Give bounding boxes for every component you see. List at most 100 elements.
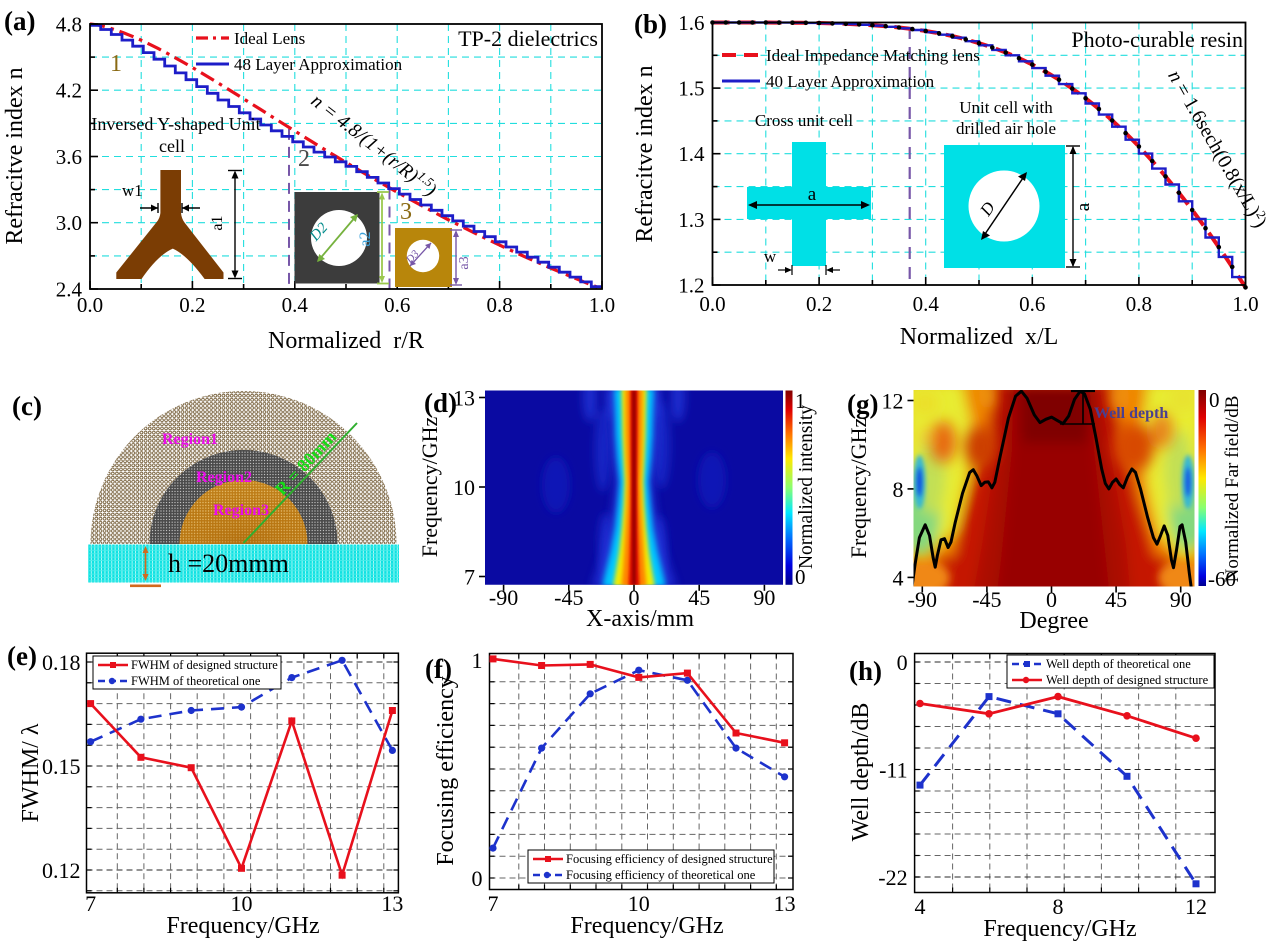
svg-text:10: 10 bbox=[453, 475, 475, 500]
svg-text:Normalized intensity: Normalized intensity bbox=[796, 405, 817, 569]
svg-text:-22: -22 bbox=[878, 865, 907, 890]
svg-text:Region1: Region1 bbox=[162, 431, 218, 448]
svg-text:0: 0 bbox=[1046, 587, 1057, 612]
svg-text:h =20mmm: h =20mmm bbox=[168, 549, 289, 578]
svg-text:0: 0 bbox=[472, 866, 483, 891]
svg-text:0.6: 0.6 bbox=[384, 293, 410, 317]
svg-text:(a): (a) bbox=[4, 6, 35, 36]
svg-text:Frequency/GHz: Frequency/GHz bbox=[983, 916, 1136, 942]
svg-text:10: 10 bbox=[231, 891, 253, 916]
svg-text:-90: -90 bbox=[489, 585, 518, 610]
svg-text:1: 1 bbox=[795, 389, 806, 413]
svg-text:(b): (b) bbox=[634, 9, 667, 39]
svg-text:45: 45 bbox=[1105, 587, 1127, 612]
svg-text:8: 8 bbox=[893, 477, 904, 502]
svg-text:8: 8 bbox=[1053, 894, 1064, 919]
svg-text:Region3: Region3 bbox=[213, 502, 269, 519]
svg-text:Well depth of designed structu: Well depth of designed structure bbox=[1046, 673, 1209, 687]
svg-text:TP-2 dielectrics: TP-2 dielectrics bbox=[458, 26, 598, 51]
svg-text:Frequency/GHz: Frequency/GHz bbox=[570, 913, 723, 939]
svg-text:Degree: Degree bbox=[1019, 608, 1088, 634]
svg-text:Cross unit cell: Cross unit cell bbox=[755, 111, 853, 130]
svg-text:(h): (h) bbox=[849, 656, 882, 686]
svg-text:w1: w1 bbox=[122, 181, 143, 200]
svg-text:drilled air hole: drilled air hole bbox=[956, 119, 1056, 138]
svg-text:Photo-curable resin: Photo-curable resin bbox=[1071, 27, 1243, 52]
svg-text:0.6: 0.6 bbox=[1019, 292, 1045, 316]
svg-text:48 Layer Approximation: 48 Layer Approximation bbox=[234, 55, 403, 74]
svg-text:7: 7 bbox=[85, 891, 96, 916]
svg-text:0.2: 0.2 bbox=[806, 292, 832, 316]
svg-text:Refracitve index n: Refracitve index n bbox=[2, 67, 28, 244]
svg-text:13: 13 bbox=[774, 891, 796, 916]
svg-text:Normalized x/L: Normalized x/L bbox=[900, 324, 1059, 350]
svg-text:45: 45 bbox=[688, 585, 710, 610]
svg-text:n = 4.8/(1+(r/R)1.5): n = 4.8/(1+(r/R)1.5) bbox=[307, 88, 442, 201]
svg-text:0.2: 0.2 bbox=[179, 293, 205, 317]
svg-text:-45: -45 bbox=[972, 587, 1001, 612]
svg-text:1.0: 1.0 bbox=[589, 293, 615, 317]
svg-text:1: 1 bbox=[110, 51, 122, 77]
svg-text:(d): (d) bbox=[424, 388, 457, 418]
svg-text:(f): (f) bbox=[425, 654, 452, 684]
svg-text:(e): (e) bbox=[7, 641, 37, 671]
svg-text:0.8: 0.8 bbox=[486, 293, 512, 317]
svg-text:Focusing efficiency: Focusing efficiency bbox=[433, 676, 459, 866]
svg-text:Well depth of theoretical one: Well depth of theoretical one bbox=[1046, 657, 1191, 671]
svg-text:Frequency/GHz: Frequency/GHz bbox=[417, 417, 442, 558]
svg-text:4: 4 bbox=[893, 565, 904, 590]
svg-text:-60: -60 bbox=[1208, 567, 1236, 591]
svg-text:cell: cell bbox=[159, 136, 185, 156]
svg-text:Frequency/GHz: Frequency/GHz bbox=[846, 418, 871, 559]
svg-text:Frequency/GHz: Frequency/GHz bbox=[166, 913, 319, 939]
svg-text:7: 7 bbox=[488, 891, 499, 916]
svg-text:3: 3 bbox=[400, 199, 412, 225]
svg-text:a1: a1 bbox=[209, 215, 226, 230]
svg-text:1.5: 1.5 bbox=[678, 77, 704, 101]
svg-text:1.2: 1.2 bbox=[678, 274, 704, 298]
svg-text:3.0: 3.0 bbox=[56, 211, 82, 235]
svg-text:0.4: 0.4 bbox=[913, 292, 940, 316]
svg-text:w: w bbox=[764, 247, 777, 266]
svg-text:-45: -45 bbox=[554, 585, 583, 610]
svg-text:4: 4 bbox=[915, 894, 926, 919]
svg-text:Region2: Region2 bbox=[196, 469, 252, 486]
svg-text:FWHM of theoretical one: FWHM of theoretical one bbox=[131, 674, 261, 688]
svg-text:FWHM/ λ: FWHM/ λ bbox=[18, 723, 44, 822]
svg-text:1: 1 bbox=[472, 648, 483, 673]
svg-text:1.4: 1.4 bbox=[678, 142, 705, 166]
svg-text:1.3: 1.3 bbox=[678, 208, 704, 232]
svg-text:4.8: 4.8 bbox=[56, 13, 82, 37]
svg-text:Unit cell with: Unit cell with bbox=[959, 98, 1053, 117]
svg-text:13: 13 bbox=[453, 386, 475, 411]
svg-text:a: a bbox=[808, 184, 817, 205]
svg-text:7: 7 bbox=[464, 565, 475, 590]
svg-text:90: 90 bbox=[1170, 587, 1192, 612]
svg-text:13: 13 bbox=[381, 891, 403, 916]
svg-text:1.0: 1.0 bbox=[1232, 292, 1258, 316]
svg-text:X-axis/mm: X-axis/mm bbox=[586, 606, 694, 632]
svg-text:Ideal Impedance Matching lens: Ideal Impedance Matching lens bbox=[766, 46, 980, 65]
svg-text:-11: -11 bbox=[879, 758, 908, 783]
svg-text:12: 12 bbox=[1185, 894, 1207, 919]
svg-text:0.0: 0.0 bbox=[77, 293, 103, 317]
svg-text:Well depth: Well depth bbox=[1094, 405, 1168, 422]
svg-text:a2: a2 bbox=[357, 231, 374, 246]
svg-text:0: 0 bbox=[897, 650, 908, 675]
svg-text:3.6: 3.6 bbox=[56, 145, 82, 169]
svg-text:0.12: 0.12 bbox=[42, 858, 81, 883]
svg-text:0.8: 0.8 bbox=[1126, 292, 1152, 316]
svg-text:Focusing efficiency of designe: Focusing efficiency of designed structur… bbox=[566, 852, 773, 866]
svg-text:90: 90 bbox=[753, 585, 775, 610]
svg-text:0: 0 bbox=[1209, 388, 1220, 412]
svg-text:Inversed Y-shaped Unit: Inversed Y-shaped Unit bbox=[91, 114, 260, 134]
svg-text:Focusing efficiency of theoret: Focusing efficiency of theoretical one bbox=[566, 868, 756, 882]
svg-text:0: 0 bbox=[629, 585, 640, 610]
svg-text:Ideal Lens: Ideal Lens bbox=[234, 29, 305, 48]
svg-text:40 Layer Approximation: 40 Layer Approximation bbox=[766, 72, 935, 91]
svg-text:0.4: 0.4 bbox=[282, 293, 309, 317]
svg-text:4.2: 4.2 bbox=[56, 79, 82, 103]
svg-text:0.0: 0.0 bbox=[699, 292, 725, 316]
svg-text:a3: a3 bbox=[457, 256, 472, 269]
svg-text:n = 1.6sech(0.8(x/L)2): n = 1.6sech(0.8(x/L)2) bbox=[1163, 66, 1268, 232]
